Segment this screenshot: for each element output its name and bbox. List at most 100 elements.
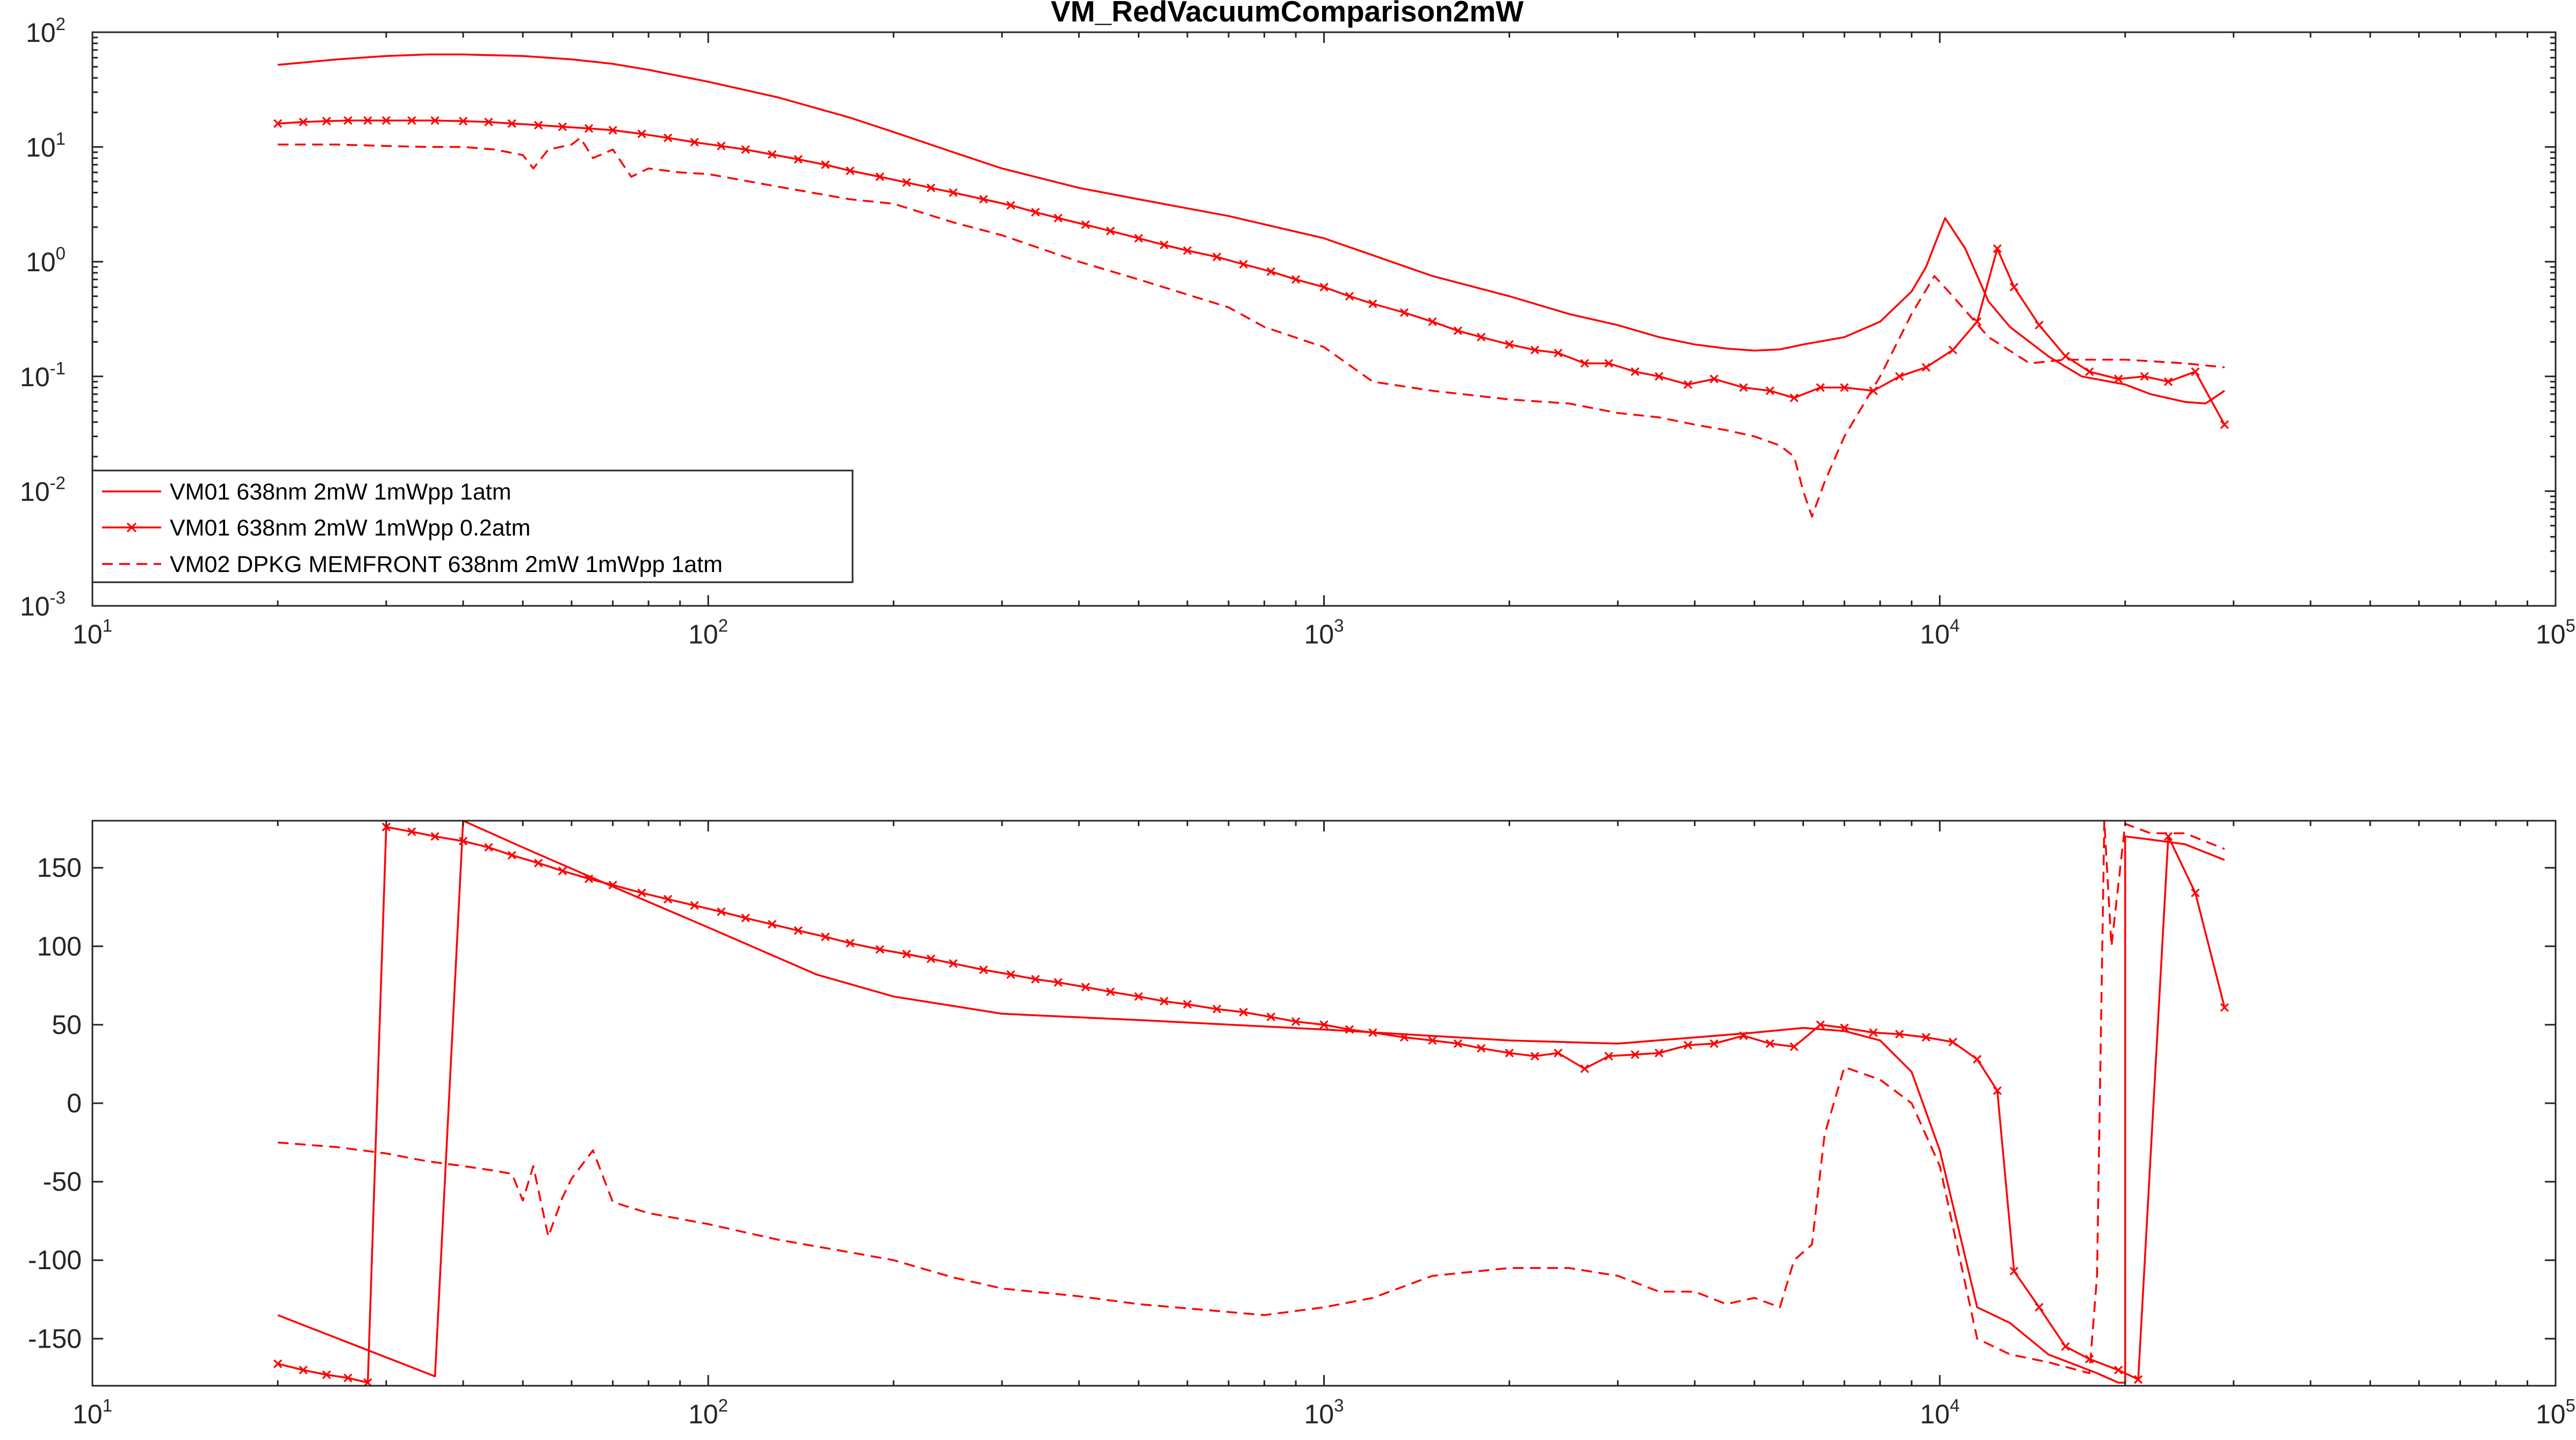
magnitude-series-2-marker (979, 194, 988, 204)
phase-x-tick-label: 103 (1304, 1395, 1344, 1429)
phase-series-2-marker (2034, 1302, 2044, 1312)
magnitude-series-2-marker (558, 122, 567, 132)
legend-entry-1: VM01 638nm 2mW 1mWpp 1atm (102, 479, 511, 505)
phase-x-tick-label: 102 (688, 1395, 728, 1429)
phase-series-2-marker (1081, 982, 1090, 992)
phase-series-2-marker (1239, 1008, 1248, 1017)
magnitude-series-2-marker (1922, 363, 1931, 372)
magnitude-series-2-marker (1159, 240, 1169, 250)
magnitude-series-2-marker (1554, 349, 1563, 358)
magnitude-series-2-marker (1054, 213, 1063, 223)
magnitude-x-tick-label: 104 (1920, 616, 1960, 649)
magnitude-series-2-marker (1790, 393, 1799, 402)
magnitude-series-2-marker (902, 178, 911, 187)
phase-series-2-marker (1739, 1031, 1748, 1040)
phase-y-tick-label: -50 (43, 1167, 82, 1197)
magnitude-y-tick-label: 101 (26, 129, 66, 163)
magnitude-series-2-marker (768, 150, 777, 159)
magnitude-series-2-marker (484, 118, 493, 127)
magnitude-series-2-marker (875, 172, 884, 182)
magnitude-series-2-marker (1973, 317, 1982, 327)
magnitude-series-2-marker (322, 117, 331, 126)
magnitude-series-2-marker (821, 160, 830, 169)
phase-series-2-marker (1134, 992, 1143, 1001)
phase-series-2-marker (1266, 1012, 1275, 1022)
magnitude-series-2-marker (663, 133, 673, 142)
phase-x-tick-label: 105 (2536, 1395, 2575, 1429)
phase-series-2-marker (1159, 996, 1169, 1006)
phase-series-2-marker (273, 1359, 283, 1369)
legend-label-3: VM02 DPKG MEMFRONT 638nm 2mW 1mWpp 1atm (170, 552, 723, 577)
phase-series-2-marker (1683, 1040, 1693, 1050)
phase-series-2-marker (793, 926, 803, 935)
magnitude-series-2-marker (1948, 345, 1958, 354)
magnitude-y-tick-label: 102 (26, 14, 66, 48)
phase-series-2-marker (1790, 1042, 1799, 1051)
phase-ticks: 101 102 103 104 105 -150 -100 -50 0 50 100 150 (28, 821, 2575, 1429)
phase-series-2-marker (1345, 1025, 1354, 1034)
magnitude-series-2-marker (407, 116, 416, 125)
phase-series-2-marker (875, 945, 884, 954)
legend-box (91, 469, 854, 583)
magnitude-series-2-marker (1213, 252, 1222, 262)
magnitude-series-2-marker (1630, 367, 1640, 377)
phase-series-2-marker (926, 954, 936, 964)
magnitude-series-2-marker (1683, 380, 1693, 389)
phase-y-tick-label: 150 (37, 853, 82, 883)
phase-series-2-marker (1368, 1028, 1377, 1037)
magnitude-y-tick-label: 10-1 (20, 358, 66, 392)
phase-series-2-marker (717, 907, 726, 916)
phase-series-2-marker (1054, 978, 1063, 987)
phase-series-2-marker (1476, 1044, 1486, 1053)
magnitude-series-2-marker (1530, 345, 1540, 354)
phase-series-2-marker (1868, 1028, 1878, 1037)
magnitude-x-tick-label: 102 (688, 616, 728, 649)
phase-series-2-marker (2009, 1267, 2019, 1276)
phase-series-2-marker (584, 874, 594, 884)
phase-series-2-marker (1213, 1004, 1222, 1014)
magnitude-series-2-marker (2220, 420, 2229, 429)
phase-series-2-marker (407, 827, 416, 836)
phase-series-2-marker (1183, 1000, 1192, 1009)
phase-series-2-marker (1006, 970, 1015, 979)
magnitude-y-tick-label: 10-2 (20, 473, 66, 506)
magnitude-x-tick-label: 101 (73, 616, 112, 649)
magnitude-series-2-marker (430, 116, 439, 125)
magnitude-x-tick-label: 105 (2536, 616, 2575, 649)
phase-series-1-line (277, 820, 2225, 1384)
magnitude-series-2-marker (1580, 359, 1589, 368)
magnitude-series-2-marker (1739, 383, 1748, 392)
magnitude-series-2-marker (1345, 292, 1354, 301)
legend-label-2: VM01 638nm 2mW 1mWpp 0.2atm (170, 515, 531, 541)
phase-series-2-marker (1709, 1039, 1719, 1048)
phase-series-2-marker (1554, 1048, 1563, 1058)
phase-series-2-marker (2114, 1365, 2123, 1374)
phase-x-tick-label: 101 (73, 1395, 112, 1429)
phase-series-2-marker (1655, 1048, 1664, 1058)
phase-series-2-marker (381, 822, 391, 831)
phase-series-2-marker (2191, 888, 2200, 898)
magnitude-series-2-marker (1428, 317, 1437, 327)
phase-axes: 101 102 103 104 105 -150 -100 -50 0 50 100 150 (28, 820, 2575, 1429)
phase-series-2-marker (1530, 1052, 1540, 1061)
magnitude-series-2-marker (1840, 383, 1849, 392)
legend: VM01 638nm 2mW 1mWpp 1atm VM01 638nm 2mW… (91, 469, 854, 583)
phase-series-2-marker (2220, 1003, 2229, 1012)
phase-series-2-marker (1840, 1023, 1849, 1032)
magnitude-series-2-marker (608, 126, 617, 135)
phase-series-2-marker (1031, 975, 1040, 984)
magnitude-series-2-marker (1604, 359, 1613, 368)
phase-series-2-marker (1399, 1033, 1409, 1042)
magnitude-series-2-marker (1399, 308, 1409, 317)
phase-y-tick-label: -150 (28, 1323, 82, 1354)
magnitude-series-2-marker (1319, 283, 1329, 292)
phase-series-2-marker (1993, 1086, 2002, 1095)
phase-series-2-marker (558, 866, 567, 875)
magnitude-series-2-marker (1291, 275, 1301, 284)
phase-series-2-marker (1604, 1052, 1613, 1061)
magnitude-series-2-marker (2114, 374, 2123, 383)
phase-series-2-marker (2061, 1342, 2070, 1351)
phase-series-2-marker (663, 894, 673, 904)
phase-series-2-marker (1580, 1064, 1589, 1073)
magnitude-series-1-line (277, 53, 2225, 405)
